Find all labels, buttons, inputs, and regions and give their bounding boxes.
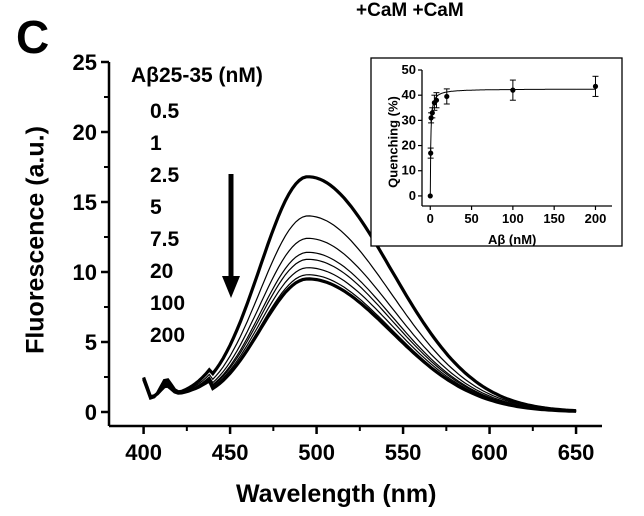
inset-y-tick-label: 50 (402, 62, 416, 77)
y-tick-label: 20 (73, 120, 97, 145)
spectrum-line (143, 237, 577, 412)
legend-title: Aβ25-35 (nM) (131, 64, 263, 87)
inset-x-tick-label: 200 (585, 211, 607, 226)
legend-item: 1 (150, 132, 162, 155)
panel-letter: C (16, 11, 50, 63)
inset-plot-area: 0 50 100 150 200 0 10 20 30 40 50 (370, 57, 623, 247)
y-tick-label: 5 (85, 330, 97, 355)
y-tick-label: 25 (73, 50, 97, 75)
inset-y-tick-label: 10 (402, 163, 416, 178)
x-tick-label: 550 (385, 440, 422, 465)
spectrum-line (143, 267, 577, 412)
legend-item: 2.5 (150, 164, 180, 187)
inset-x-tick-label: 100 (502, 211, 524, 226)
spectrum-line (142, 175, 577, 413)
legend-item: 5 (150, 196, 162, 219)
legend-item: 200 (150, 324, 186, 347)
inset-data-point (428, 150, 434, 156)
inset-data-point (592, 83, 599, 89)
spectrum-line (143, 274, 577, 412)
legend-item: 7.5 (150, 228, 180, 251)
y-tick-label: 0 (85, 400, 97, 425)
inset-x-axis-label: Aβ (nM) (488, 232, 537, 247)
legend-item: 0.5 (150, 100, 180, 123)
spectrum-line (143, 251, 577, 412)
quench-arrow-head (222, 276, 240, 298)
inset-y-tick-label: 40 (402, 87, 416, 102)
spectrum-line (142, 277, 577, 413)
x-tick-label: 500 (298, 440, 335, 465)
spectrum-line (143, 258, 577, 412)
spectrum-line (143, 215, 577, 412)
inset-x-tick-label: 50 (464, 211, 478, 226)
inset-y-tick-label: 0 (409, 188, 416, 203)
inset-x-tick-label: 150 (543, 211, 565, 226)
inset-data-point (444, 93, 450, 100)
x-tick-label: 650 (558, 440, 595, 465)
inset-x-tick-label: 0 (427, 211, 434, 226)
condition-header: +CaM +CaM (356, 0, 464, 21)
inset-data-point (510, 87, 516, 93)
y-axis-label: Fluorescence (a.u.) (21, 126, 50, 354)
legend-item: 100 (150, 292, 186, 315)
x-axis-label: Wavelength (nm) (236, 480, 437, 508)
inset-data-point (427, 193, 433, 199)
legend-item: 20 (150, 260, 174, 283)
x-tick-label: 450 (212, 440, 249, 465)
inset-data-point (433, 97, 440, 103)
inset-y-axis-label: Quenching (%) (385, 96, 401, 188)
inset-y-tick-label: 20 (402, 138, 416, 153)
y-tick-label: 10 (73, 260, 97, 285)
x-tick-label: 600 (471, 440, 508, 465)
inset-y-tick-label: 30 (402, 112, 416, 127)
y-tick-label: 15 (73, 190, 97, 215)
x-tick-label: 400 (125, 440, 162, 465)
inset-data-point (429, 110, 435, 116)
